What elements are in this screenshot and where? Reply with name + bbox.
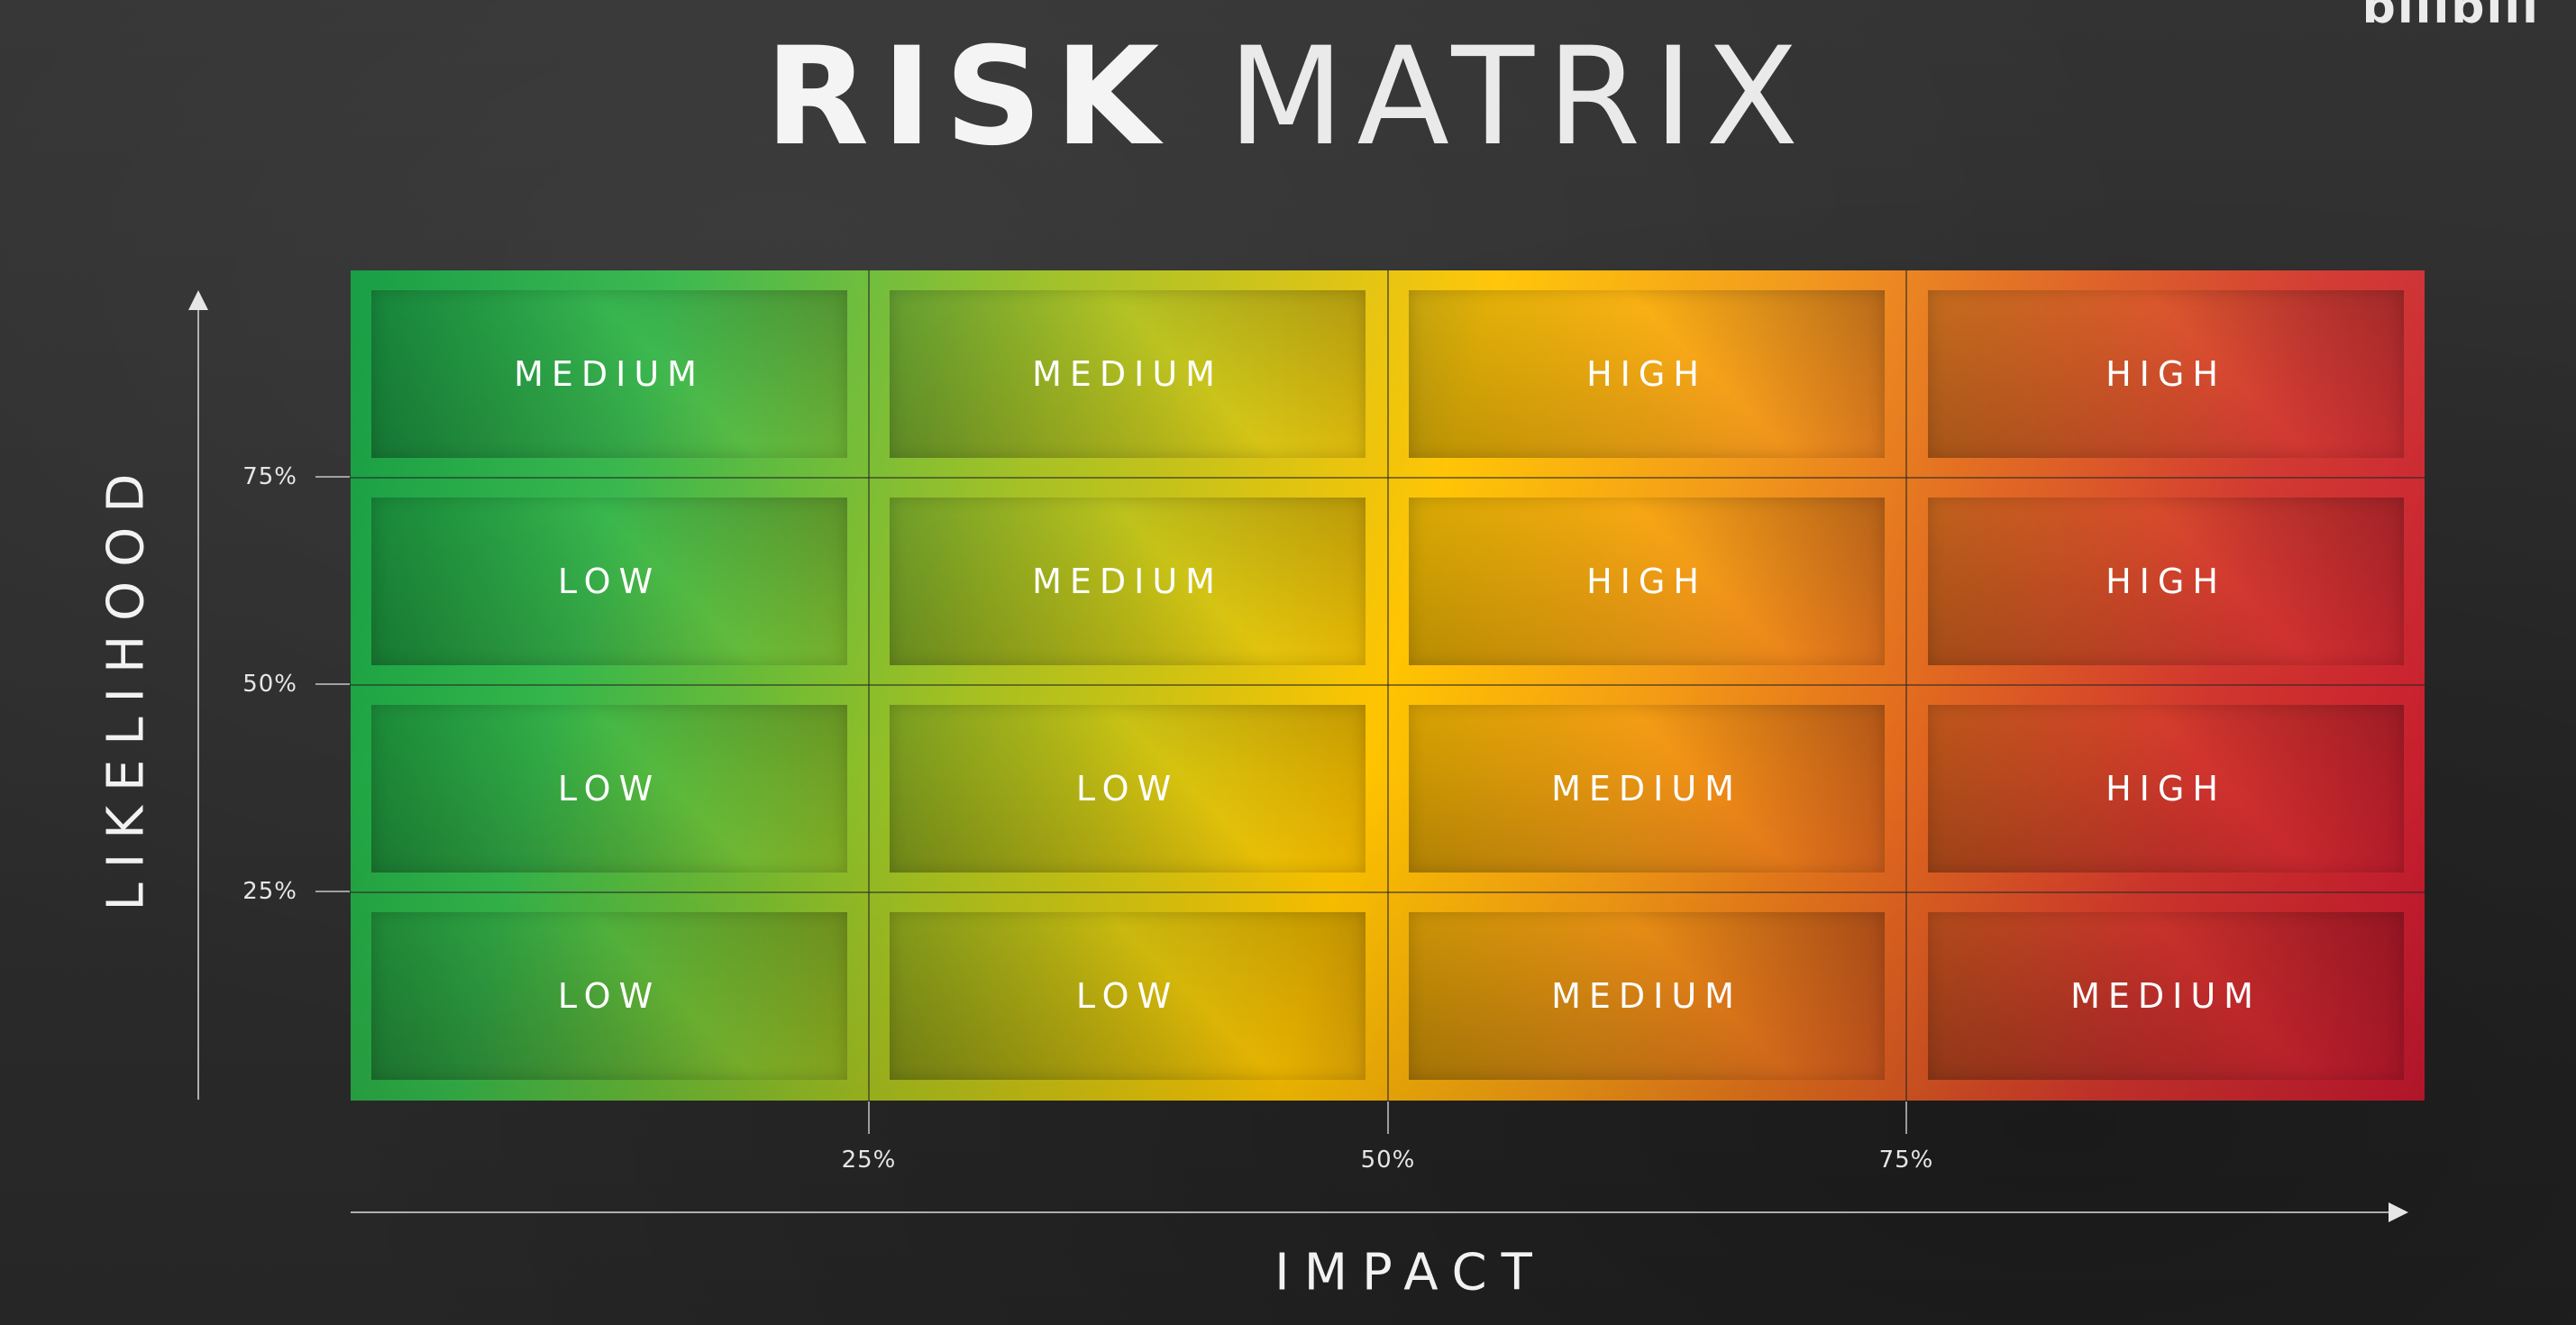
- risk-matrix-grid: MEDIUM MEDIUM HIGH HIGH LOW MEDIUM HIGH …: [351, 270, 2425, 1101]
- x-tick-label-25: 25%: [841, 1147, 897, 1174]
- y-tick-75: [315, 476, 350, 478]
- y-tick-50: [315, 683, 350, 685]
- risk-level-label: MEDIUM: [1551, 976, 1742, 1016]
- matrix-cell-r4-c3: MEDIUM: [1409, 912, 1885, 1080]
- x-axis-line: [351, 1211, 2397, 1213]
- matrix-cell-r3-c2: LOW: [890, 705, 1366, 873]
- matrix-cell-r4-c1: LOW: [371, 912, 847, 1080]
- y-axis-title: LIKELIHOOD: [96, 459, 156, 911]
- x-tick-label-50: 50%: [1360, 1147, 1416, 1174]
- risk-level-label: LOW: [557, 562, 662, 601]
- matrix-cell-r1-c2: MEDIUM: [890, 290, 1366, 458]
- matrix-cell-r2-c3: HIGH: [1409, 498, 1885, 665]
- x-axis-title: IMPACT: [1274, 1243, 1547, 1302]
- y-tick-label-25: 25%: [242, 878, 297, 905]
- risk-level-label: MEDIUM: [2070, 976, 2261, 1016]
- x-tick-label-75: 75%: [1878, 1147, 1934, 1174]
- matrix-cell-r2-c2: MEDIUM: [890, 498, 1366, 665]
- matrix-cell-r3-c1: LOW: [371, 705, 847, 873]
- matrix-cell-r3-c3: MEDIUM: [1409, 705, 1885, 873]
- risk-level-label: HIGH: [2106, 769, 2226, 809]
- risk-level-label: LOW: [557, 769, 662, 809]
- x-tick-25: [868, 1101, 870, 1134]
- risk-level-label: MEDIUM: [514, 354, 705, 394]
- risk-level-label: HIGH: [1586, 562, 1707, 601]
- title-light: MATRIX: [1228, 19, 1812, 176]
- grid-divider: [351, 477, 2425, 479]
- risk-level-label: LOW: [557, 976, 662, 1016]
- y-tick-label-75: 75%: [242, 463, 297, 490]
- grid-divider: [351, 684, 2425, 686]
- matrix-cell-r4-c2: LOW: [890, 912, 1366, 1080]
- risk-level-label: HIGH: [1586, 354, 1707, 394]
- matrix-cell-r1-c1: MEDIUM: [371, 290, 847, 458]
- matrix-cell-r3-c4: HIGH: [1928, 705, 2404, 873]
- risk-level-label: LOW: [1075, 976, 1180, 1016]
- y-axis-line: [197, 297, 199, 1100]
- risk-level-label: HIGH: [2106, 562, 2226, 601]
- y-tick-label-50: 50%: [242, 671, 297, 698]
- page-title: RISK MATRIX: [0, 16, 2576, 178]
- risk-level-label: MEDIUM: [1032, 354, 1223, 394]
- matrix-cell-r4-c4: MEDIUM: [1928, 912, 2404, 1080]
- x-tick-75: [1905, 1101, 1907, 1134]
- x-tick-50: [1387, 1101, 1389, 1134]
- y-tick-25: [315, 891, 350, 892]
- risk-level-label: LOW: [1075, 769, 1180, 809]
- watermark-logo: bilibili: [2361, 0, 2540, 34]
- risk-level-label: HIGH: [2106, 354, 2226, 394]
- x-axis-arrow-icon: [2389, 1202, 2408, 1222]
- matrix-cell-r1-c3: HIGH: [1409, 290, 1885, 458]
- matrix-cell-r1-c4: HIGH: [1928, 290, 2404, 458]
- matrix-cell-r2-c1: LOW: [371, 498, 847, 665]
- title-bold: RISK: [764, 19, 1173, 176]
- risk-level-label: MEDIUM: [1032, 562, 1223, 601]
- matrix-cell-r2-c4: HIGH: [1928, 498, 2404, 665]
- grid-divider: [351, 891, 2425, 893]
- y-axis-arrow-icon: [188, 290, 208, 310]
- risk-level-label: MEDIUM: [1551, 769, 1742, 809]
